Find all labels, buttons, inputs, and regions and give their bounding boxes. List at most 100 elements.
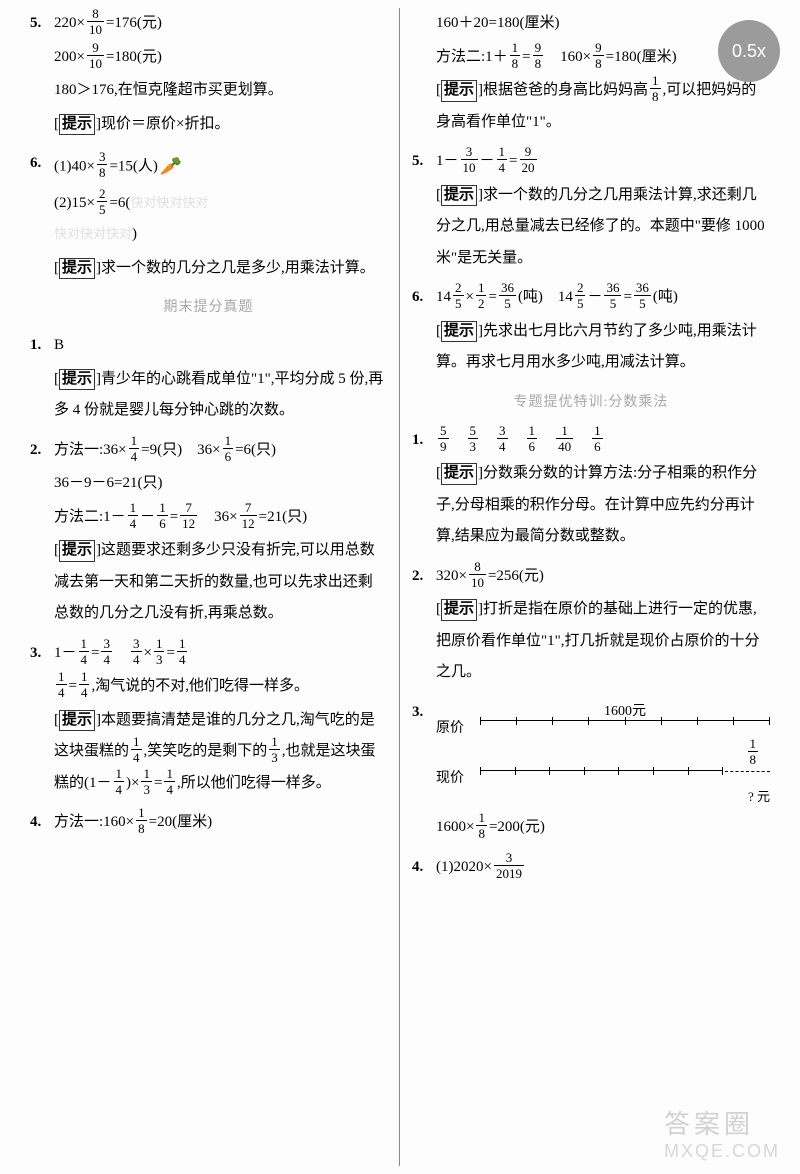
- text: =: [522, 49, 530, 65]
- hint-label: 提示: [59, 114, 95, 136]
- hint-text: 青少年的心跳看成单位"1",平均分成 5 份,再多 4 份就是婴儿每分钟心跳的次…: [54, 371, 383, 419]
- item-3: 3. 1－14=34 34×13=14 14=14,淘气说的不对,他们吃得一样多…: [30, 638, 387, 802]
- text: =: [623, 289, 631, 305]
- text: －: [587, 289, 602, 305]
- watermark-text: 答案圈: [664, 1104, 780, 1141]
- item-number: 5.: [30, 8, 54, 142]
- text: =6(: [109, 195, 130, 211]
- text: 14: [436, 282, 451, 314]
- hint-label: 提示: [441, 321, 477, 343]
- text: 方法二:1＋: [436, 49, 508, 65]
- watermark: 答案圈 MXQE.COM: [664, 1104, 780, 1162]
- text: 36－9－6=21(只): [54, 468, 387, 500]
- text: －: [480, 153, 495, 169]
- diagram-question: ? 元: [436, 787, 770, 807]
- left-column: 5. 220×810=176(元) 200×910=180(元) 180＞176…: [18, 8, 400, 1166]
- hint-label: 提示: [441, 463, 477, 485]
- hint-label: 提示: [59, 369, 95, 391]
- item-6r: 6. 1425×12=365(吨) 1425－365=365(吨) [提示]先求…: [412, 282, 770, 381]
- text: ,所以他们吃得一样多。: [177, 775, 331, 791]
- text: 160＋20=180(厘米): [436, 8, 770, 40]
- item-5r: 5. 1－310－14=920 [提示]求一个数的几分之几用乘法计算,求还剩几分…: [412, 146, 770, 276]
- text: =6(只): [235, 442, 276, 458]
- item-number: 6.: [412, 282, 436, 381]
- item-number: 4.: [412, 852, 436, 886]
- section-title: 专题提优特训:分数乘法: [412, 391, 770, 411]
- hint-text: 求一个数的几分之几用乘法计算,求还剩几分之几,用总量减去已经修了的。本题中"要修…: [436, 187, 765, 266]
- item-6: 6. (1)40×38=15(人)🥕 (2)15×25=6(快对快对快对快对快对…: [30, 148, 387, 286]
- hint-text: 这题要求还剩多少只没有折完,可以用总数减去第一天和第二天折的数量,也可以先求出还…: [54, 542, 375, 621]
- text: 160×: [545, 49, 591, 65]
- item-r1: 1. 59 53 34 16 140 16 [提示]分数乘分数的计算方法:分子相…: [412, 425, 770, 555]
- text: (吨): [653, 289, 678, 305]
- text: 1－: [436, 153, 459, 169]
- item-number: 1.: [30, 330, 54, 429]
- answer: B: [54, 330, 387, 362]
- text: －: [140, 509, 155, 525]
- text: ×: [144, 645, 152, 661]
- diagram-label: 现价: [436, 768, 480, 789]
- section-title: 期末提分真题: [30, 296, 387, 316]
- text: 180＞176,在恒克隆超市买更划算。: [54, 75, 387, 107]
- text: 200×: [54, 49, 85, 65]
- text: ×: [466, 289, 474, 305]
- text: =200(元): [489, 819, 545, 835]
- item-5: 5. 220×810=176(元) 200×910=180(元) 180＞176…: [30, 8, 387, 142]
- text: =21(只): [259, 509, 307, 525]
- hint-label: 提示: [59, 710, 95, 732]
- hint-text: 根据爸爸的身高比妈妈高: [483, 82, 648, 98]
- text: ,笑笑吃的是剩下的: [144, 743, 268, 759]
- item-number: 1.: [412, 425, 436, 555]
- text: =15(人): [109, 158, 157, 174]
- item-2: 2. 方法一:36×14=9(只) 36×16=6(只) 36－9－6=21(只…: [30, 435, 387, 632]
- item-1: 1. B [提示]青少年的心跳看成单位"1",平均分成 5 份,再多 4 份就是…: [30, 330, 387, 429]
- text: (2)15×: [54, 195, 95, 211]
- text: ×: [131, 775, 139, 791]
- text: =: [170, 509, 178, 525]
- hint-label: 提示: [441, 185, 477, 207]
- zoom-badge[interactable]: 0.5x: [718, 20, 780, 82]
- hint-label: 提示: [441, 80, 477, 102]
- text: =20(厘米): [149, 814, 212, 830]
- price-diagram: 1600元 原价 18 现价 ? 元: [436, 701, 770, 807]
- item-number: 3.: [412, 697, 436, 846]
- item-number: 4.: [30, 807, 54, 841]
- text: =: [154, 775, 162, 791]
- item-4: 4. 方法一:160×18=20(厘米): [30, 807, 387, 841]
- right-column: 160＋20=180(厘米) 方法二:1＋18=98 160×98=180(厘米…: [400, 8, 782, 1166]
- hint-text: 分数乘分数的计算方法:分子相乘的积作分子,分母相乘的积作分母。在计算中应先约分再…: [436, 465, 757, 544]
- page-content: 5. 220×810=176(元) 200×910=180(元) 180＞176…: [0, 0, 800, 1174]
- item-number: 5.: [412, 146, 436, 276]
- hint-text: 先求出七月比六月节约了多少吨,用乘法计算。再求七月用水多少吨,用减法计算。: [436, 323, 757, 371]
- text: ): [132, 226, 137, 242]
- text: [114, 645, 129, 661]
- hint-label: 提示: [59, 258, 95, 280]
- item-r4: 4. (1)2020×32019: [412, 852, 770, 886]
- item-number: 6.: [30, 148, 54, 286]
- text: =: [91, 645, 99, 661]
- text: =9(只) 36×: [141, 442, 220, 458]
- hint-text: 现价＝原价×折扣。: [101, 116, 229, 132]
- hint-text: 求一个数的几分之几是多少,用乘法计算。: [101, 260, 375, 276]
- text: (1)40×: [54, 158, 95, 174]
- item-number: 2.: [30, 435, 54, 632]
- text: 1－: [54, 645, 77, 661]
- item-number: 2.: [412, 561, 436, 691]
- text: =180(厘米): [606, 49, 677, 65]
- text: 方法一:36×: [54, 442, 127, 458]
- text: =180(元): [106, 49, 162, 65]
- text: =256(元): [488, 568, 544, 584]
- item-r3: 3. 1600元 原价 18 现价 ? 元 1600×18=: [412, 697, 770, 846]
- text: 220×: [54, 15, 85, 31]
- text: =: [69, 678, 77, 694]
- diagram-label: 原价: [436, 718, 480, 739]
- text: 方法二:1－: [54, 509, 126, 525]
- hint-label: 提示: [441, 599, 477, 621]
- text: ,淘气说的不对,他们吃得一样多。: [91, 678, 309, 694]
- hint-text: 打折是指在原价的基础上进行一定的优惠,把原价看作单位"1",打几折就是现价占原价…: [436, 601, 760, 680]
- text: =: [166, 645, 174, 661]
- hint-label: 提示: [59, 540, 95, 562]
- item-cont: 160＋20=180(厘米) 方法二:1＋18=98 160×98=180(厘米…: [412, 8, 770, 140]
- text: (吨) 14: [518, 289, 573, 305]
- carrot-icon: 🥕: [158, 148, 184, 186]
